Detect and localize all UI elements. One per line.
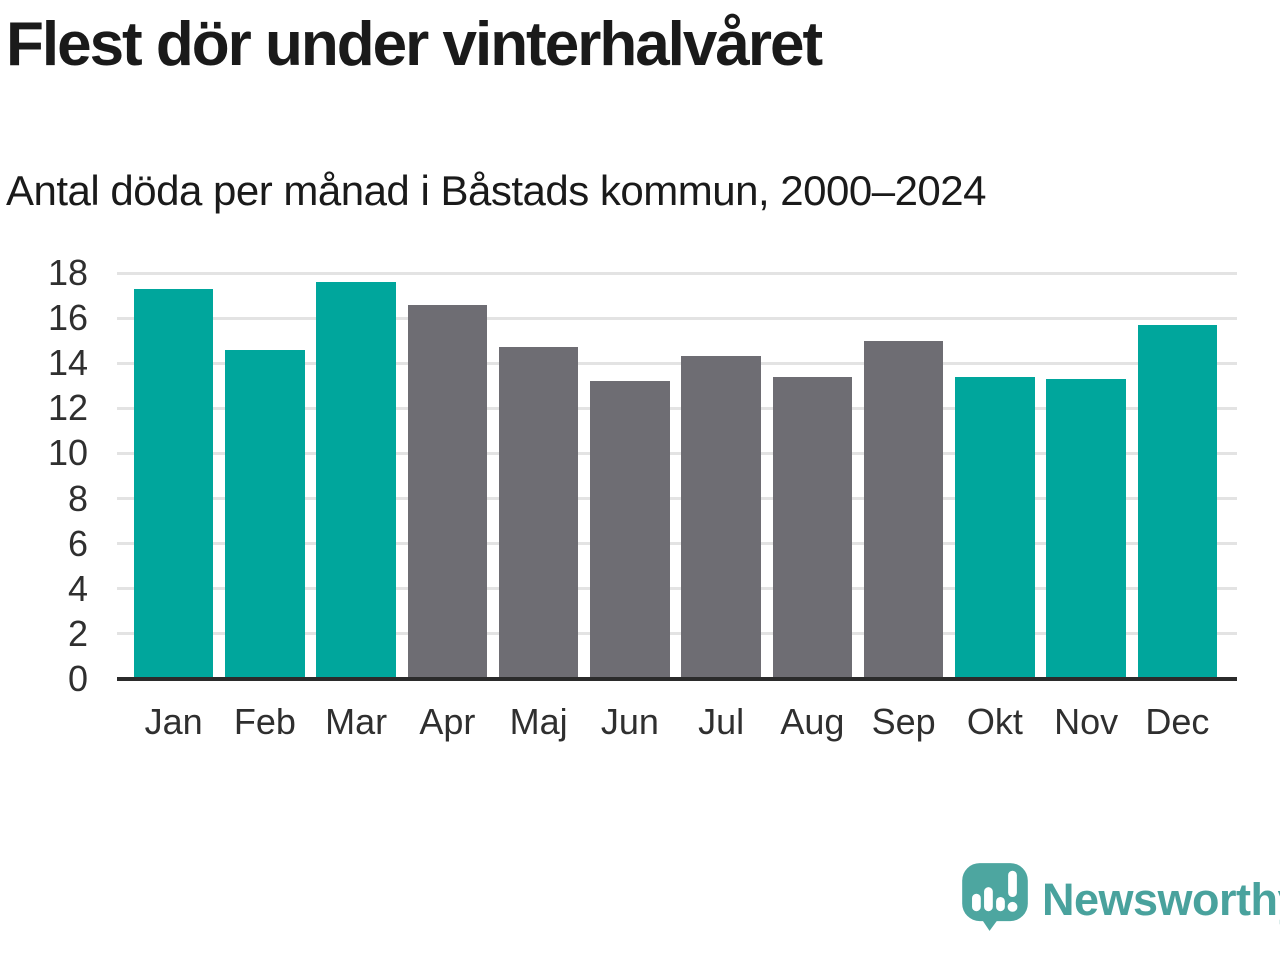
bar-nov [1046, 379, 1126, 679]
bars-row [128, 273, 1223, 679]
y-tick-label: 6 [67, 522, 88, 564]
bar-slot [858, 273, 949, 679]
bar-mar [316, 282, 396, 679]
x-tick-label: Okt [966, 701, 1023, 742]
newsworthy-logo: Newsworthy [960, 862, 1280, 937]
bar-slot [128, 273, 219, 679]
bar-slot [311, 273, 402, 679]
bar-slot [676, 273, 767, 679]
gridlines [117, 271, 1237, 679]
bar-slot [219, 273, 310, 679]
gridline [117, 271, 1237, 275]
y-tick-label: 4 [67, 567, 88, 609]
gridline [117, 632, 1237, 636]
gridline [117, 316, 1237, 320]
bar-feb [225, 349, 305, 679]
bar-aug [772, 376, 853, 679]
y-tick-label: 18 [47, 252, 88, 293]
bar-slot [402, 273, 493, 679]
x-tick-label: Sep [871, 701, 936, 742]
x-tick-label: Apr [419, 701, 476, 742]
y-tick-label: 12 [47, 387, 88, 429]
newsworthy-logo-icon [960, 862, 1030, 937]
y-tick-label: 16 [47, 297, 88, 339]
bar-slot [767, 273, 858, 679]
x-tick-label: Jun [600, 701, 659, 742]
bar-okt [955, 376, 1035, 679]
bar-slot [584, 273, 675, 679]
x-axis: Jan Feb Mar Apr Maj Jun Jul Aug Sep Okt Nov Dec [128, 700, 1223, 743]
bar-sep [863, 340, 944, 679]
bar-jan [133, 288, 214, 679]
gridline [117, 361, 1237, 365]
y-tick-label: 8 [67, 477, 88, 519]
x-tick-label: Maj [509, 701, 568, 742]
x-tick-label: Jul [698, 701, 745, 742]
gridline [117, 406, 1237, 410]
y-tick-label: 14 [47, 342, 88, 384]
x-tick-label: Nov [1054, 701, 1119, 742]
bar-slot [949, 273, 1040, 679]
x-tick-label: Dec [1145, 701, 1210, 742]
bar-slot [1132, 273, 1223, 679]
plot-area [117, 271, 1237, 681]
x-tick-label: Mar [325, 701, 388, 742]
bar-slot [1041, 273, 1132, 679]
x-tick-label: Jan [144, 701, 203, 742]
x-tick-label: Aug [780, 701, 845, 742]
chart-title: Flest dör under vinterhalvåret [6, 10, 823, 79]
bar-jun [590, 381, 670, 679]
bar-dec [1137, 324, 1218, 679]
bar-maj [498, 347, 579, 679]
x-tick-label: Feb [233, 701, 296, 742]
bar-jul [681, 356, 761, 679]
chart-subtitle: Antal döda per månad i Båstads kommun, 2… [6, 167, 987, 214]
y-axis: 0 2 4 6 8 10 12 14 16 18 [0, 255, 96, 697]
bar-slot [493, 273, 584, 679]
y-tick-label: 10 [47, 432, 88, 474]
gridline [117, 542, 1237, 546]
gridline [117, 497, 1237, 501]
x-axis-line [117, 677, 1237, 681]
y-tick-label: 2 [67, 612, 88, 654]
gridline [117, 587, 1237, 591]
bar-apr [407, 304, 488, 679]
y-tick-label: 0 [67, 658, 88, 699]
gridline [117, 451, 1237, 455]
newsworthy-logo-text: Newsworthy [1042, 874, 1280, 925]
